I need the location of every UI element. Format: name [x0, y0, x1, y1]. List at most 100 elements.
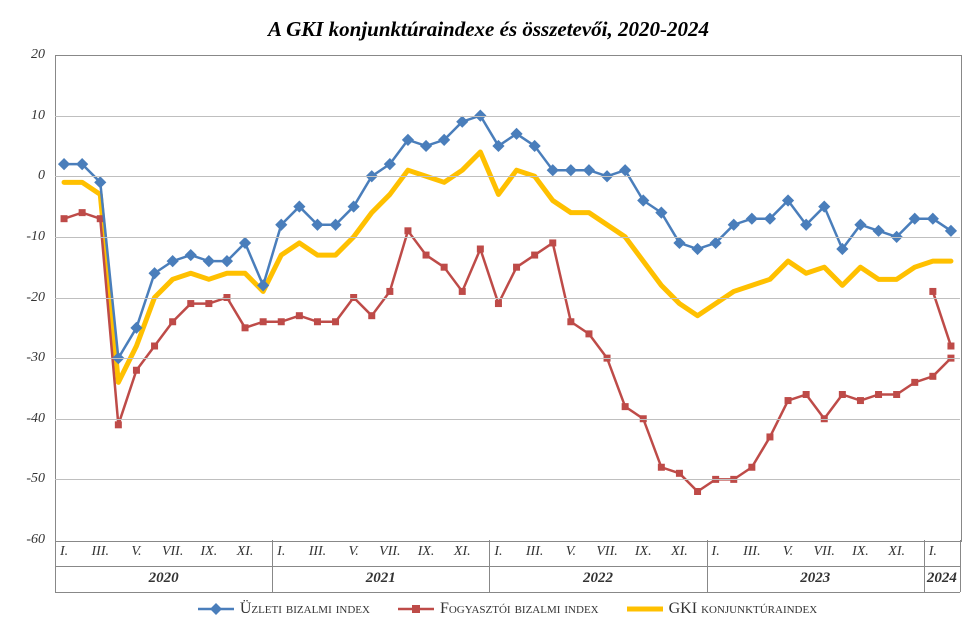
series-marker	[133, 367, 139, 373]
series-marker	[206, 301, 212, 307]
series-marker	[692, 244, 703, 255]
x-tick-label: XI.	[671, 544, 688, 560]
series-marker	[746, 213, 757, 224]
series-marker	[115, 422, 121, 428]
x-tick-label: I.	[929, 544, 937, 560]
legend: Üzleti bizalmi index Fogyasztói bizalmi i…	[55, 600, 960, 618]
series-marker	[477, 246, 483, 252]
x-tick-label: V.	[131, 544, 141, 560]
series-marker	[930, 288, 936, 294]
gridline	[55, 479, 960, 480]
x-tick-label: VII.	[596, 544, 617, 560]
series-marker	[912, 379, 918, 385]
axis-divider	[960, 540, 961, 592]
y-tick-label: -50	[0, 471, 45, 487]
series-marker	[203, 256, 214, 267]
x-tick-label: VII.	[162, 544, 183, 560]
x-tick-label: I.	[60, 544, 68, 560]
series-marker	[260, 319, 266, 325]
series-marker	[568, 319, 574, 325]
series-marker	[333, 319, 339, 325]
series-marker	[421, 141, 432, 152]
gridline	[55, 116, 960, 117]
series-marker	[674, 238, 685, 249]
x-tick-label: XI.	[237, 544, 254, 560]
series-marker	[785, 398, 791, 404]
legend-item: GKI konjunktúraindex	[627, 600, 818, 618]
y-tick-label: 0	[0, 168, 45, 184]
x-tick-label: XI.	[888, 544, 905, 560]
series-marker	[369, 313, 375, 319]
axis-divider	[55, 566, 960, 567]
axis-divider	[55, 540, 56, 592]
series-line	[933, 291, 951, 346]
y-tick-label: -10	[0, 229, 45, 245]
series-marker	[97, 216, 103, 222]
series-marker	[873, 225, 884, 236]
series-marker	[188, 301, 194, 307]
x-tick-label: I.	[277, 544, 285, 560]
x-tick-label: III.	[309, 544, 327, 560]
series-marker	[459, 288, 465, 294]
series-marker	[242, 325, 248, 331]
series-marker	[839, 392, 845, 398]
year-divider	[924, 540, 925, 592]
year-divider	[707, 540, 708, 592]
legend-item: Üzleti bizalmi index	[198, 600, 370, 618]
series-marker	[514, 264, 520, 270]
series-marker	[767, 434, 773, 440]
series-marker	[185, 250, 196, 261]
x-tick-label: IX.	[635, 544, 652, 560]
x-tick-label: VII.	[814, 544, 835, 560]
x-tick-label: III.	[526, 544, 544, 560]
legend-label: Üzleti bizalmi index	[240, 600, 370, 618]
series-marker	[586, 331, 592, 337]
legend-swatch	[198, 601, 234, 617]
series-marker	[170, 319, 176, 325]
gridline	[55, 237, 960, 238]
x-tick-label: I.	[494, 544, 502, 560]
gridline	[55, 358, 960, 359]
x-tick-label: IX.	[418, 544, 435, 560]
year-divider	[489, 540, 490, 592]
series-marker	[532, 252, 538, 258]
axis-divider	[55, 592, 960, 593]
legend-item: Fogyasztói bizalmi index	[398, 600, 599, 618]
series-marker	[930, 373, 936, 379]
series-marker	[876, 392, 882, 398]
gridline	[55, 298, 960, 299]
series-marker	[749, 464, 755, 470]
legend-swatch	[398, 601, 434, 617]
year-label: 2020	[149, 570, 179, 587]
year-label: 2023	[800, 570, 830, 587]
series-marker	[441, 264, 447, 270]
legend-swatch	[627, 601, 663, 617]
series-marker	[695, 489, 701, 495]
series-marker	[405, 228, 411, 234]
x-tick-label: III.	[743, 544, 761, 560]
series-marker	[59, 159, 70, 170]
year-label: 2024	[927, 570, 957, 587]
series-marker	[894, 392, 900, 398]
year-label: 2021	[366, 570, 396, 587]
x-tick-label: IX.	[200, 544, 217, 560]
series-marker	[550, 240, 556, 246]
x-tick-label: V.	[783, 544, 793, 560]
series-marker	[622, 404, 628, 410]
x-tick-label: V.	[566, 544, 576, 560]
series-marker	[79, 210, 85, 216]
gridline	[55, 176, 960, 177]
year-label: 2022	[583, 570, 613, 587]
series-line	[64, 152, 951, 382]
series-marker	[296, 313, 302, 319]
series-marker	[658, 464, 664, 470]
gridline	[55, 419, 960, 420]
legend-label: Fogyasztói bizalmi index	[440, 600, 599, 618]
series-marker	[152, 343, 158, 349]
series-marker	[676, 470, 682, 476]
chart-container: A GKI konjunktúraindexe és összetevői, 2…	[0, 0, 977, 638]
x-tick-label: IX.	[852, 544, 869, 560]
series-marker	[495, 301, 501, 307]
legend-label: GKI konjunktúraindex	[669, 600, 818, 618]
series-marker	[584, 165, 595, 176]
